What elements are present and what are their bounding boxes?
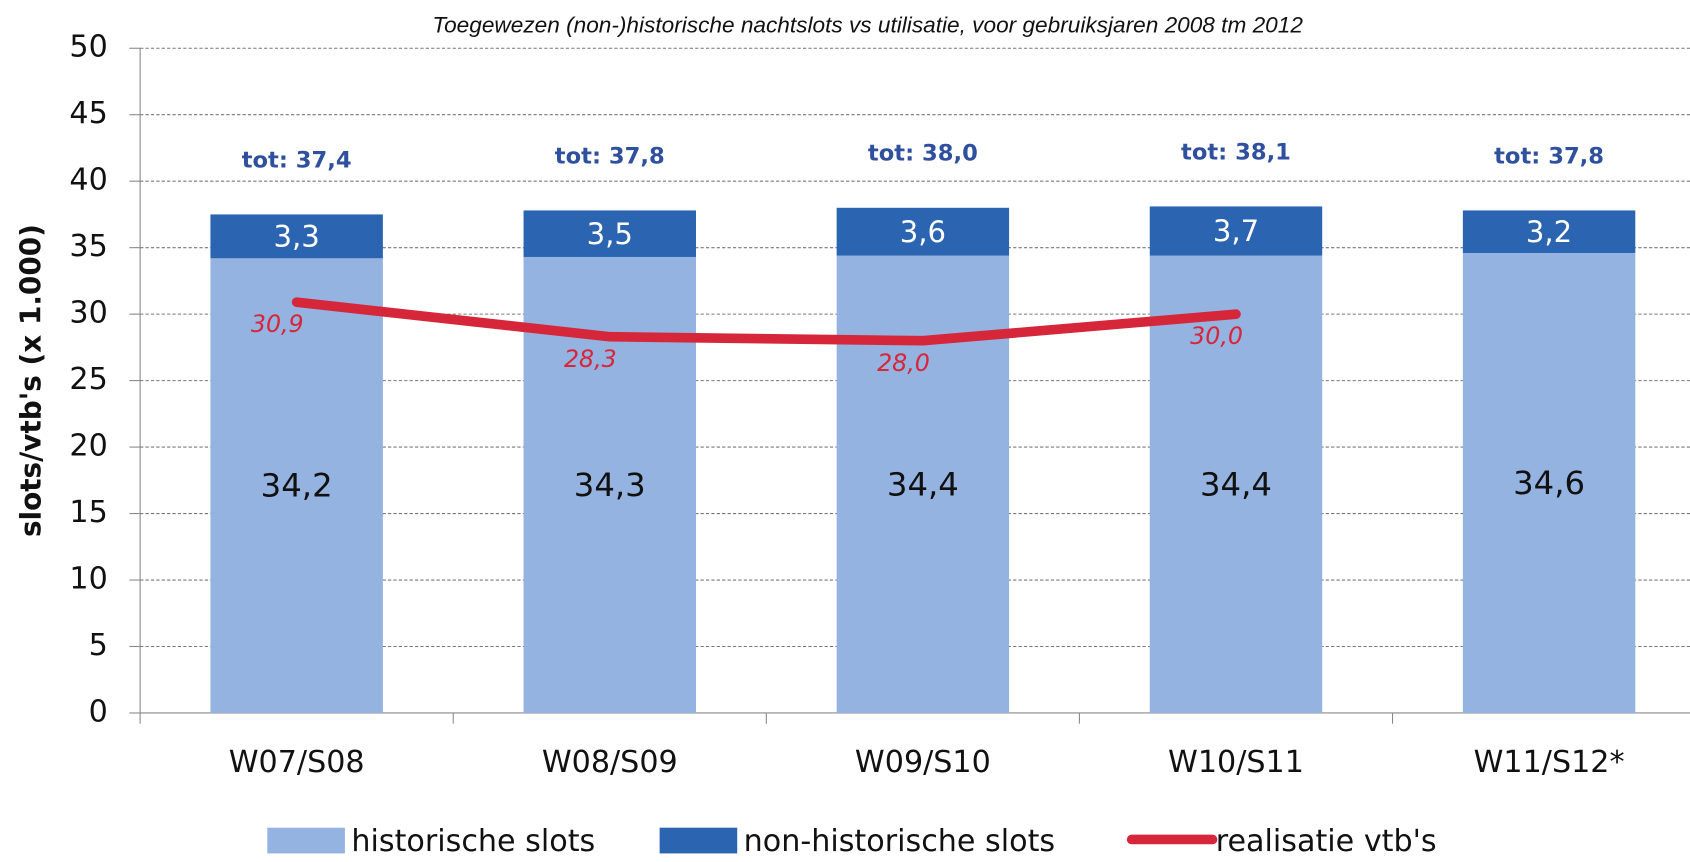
value-label: 3,7 <box>1213 214 1259 248</box>
bar-segment <box>1149 206 1323 256</box>
y-axis-label: slots/vtb's (x 1.000) <box>14 224 47 537</box>
x-tick-label: W08/S09 <box>542 745 678 780</box>
y-tick-label: 10 <box>69 562 107 597</box>
total-label: tot: 37,8 <box>1494 143 1604 169</box>
value-label: 3,2 <box>1526 215 1572 249</box>
bar-segment <box>1462 252 1636 713</box>
line-value-label: 30,0 <box>1190 322 1243 350</box>
x-tick-label: W11/S12* <box>1474 745 1625 780</box>
value-label: 34,6 <box>1513 464 1585 502</box>
legend-swatch <box>659 827 738 854</box>
value-label: 34,3 <box>574 466 646 504</box>
y-tick-label: 50 <box>69 30 107 65</box>
total-label: tot: 37,8 <box>555 143 665 169</box>
legend-label: non-historische slots <box>744 824 1055 859</box>
y-tick-label: 45 <box>69 96 107 131</box>
y-tick-label: 15 <box>69 495 107 530</box>
x-tick-label: W09/S10 <box>855 745 991 780</box>
bar-segment <box>1149 255 1323 713</box>
total-label: tot: 38,0 <box>868 141 978 167</box>
value-label: 34,4 <box>887 466 959 504</box>
value-label: 3,6 <box>900 215 946 249</box>
legend-label: realisatie vtb's <box>1216 824 1437 859</box>
bar-segment <box>1462 210 1636 253</box>
value-label: 3,5 <box>587 217 633 251</box>
bar-segment <box>210 258 383 713</box>
x-tick-label: W10/S11 <box>1168 745 1304 780</box>
line-value-label: 28,0 <box>877 349 930 377</box>
value-label: 34,4 <box>1200 466 1272 504</box>
chart-title: Toegewezen (non-)historische nachtslots … <box>432 13 1303 38</box>
total-label: tot: 38,1 <box>1181 139 1291 165</box>
y-tick-label: 20 <box>69 429 107 464</box>
bar-segment <box>210 214 383 259</box>
bar-segment <box>836 207 1010 256</box>
line-value-label: 30,9 <box>251 310 304 338</box>
total-label: tot: 37,4 <box>242 147 352 173</box>
legend-label: historische slots <box>351 824 595 859</box>
y-tick-label: 0 <box>89 695 108 730</box>
bar-segment <box>523 210 696 257</box>
y-tick-label: 5 <box>89 628 108 663</box>
line-value-label: 28,3 <box>564 345 617 373</box>
y-tick-label: 40 <box>69 163 107 198</box>
y-tick-label: 35 <box>69 229 107 264</box>
value-label: 3,3 <box>274 220 320 254</box>
value-label: 34,2 <box>261 467 333 505</box>
line <box>291 297 1241 346</box>
y-tick-label: 30 <box>69 296 107 331</box>
legend-swatch <box>267 827 345 854</box>
y-tick-label: 25 <box>69 362 107 397</box>
x-tick-label: W07/S08 <box>229 745 365 780</box>
